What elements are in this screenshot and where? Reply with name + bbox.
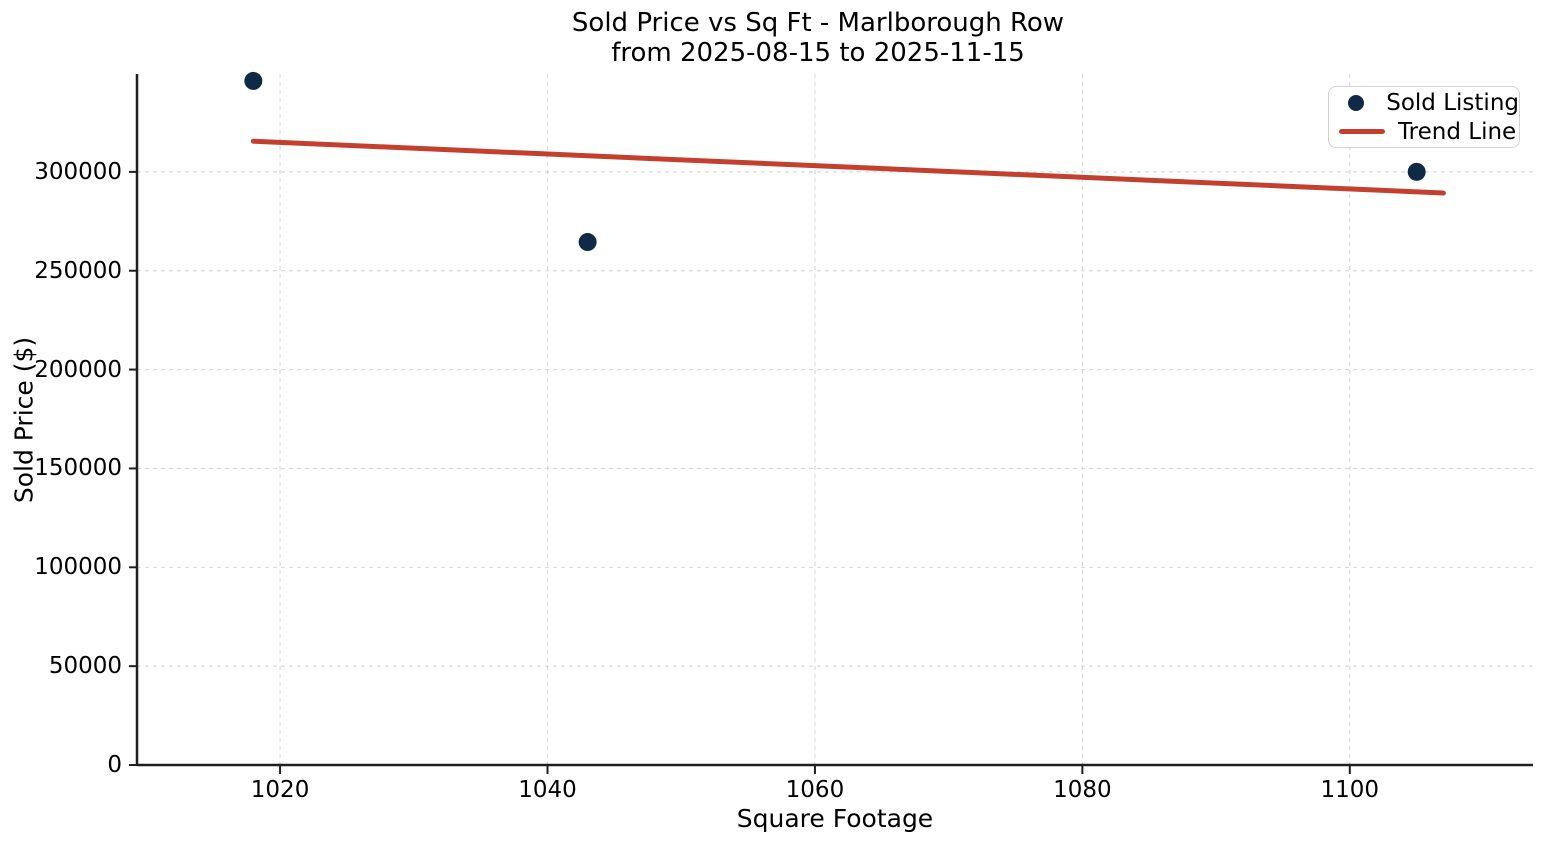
legend-swatch-area <box>1339 94 1373 111</box>
legend-label-trend-line: Trend Line <box>1398 118 1517 145</box>
x-tick-label: 1040 <box>518 777 577 803</box>
y-tick-label: 50000 <box>48 653 122 680</box>
y-tick-label: 150000 <box>34 455 122 482</box>
legend-item-trend-line: Trend Line <box>1339 118 1519 145</box>
y-tick-label: 250000 <box>34 257 122 284</box>
legend-swatch-area <box>1339 129 1385 134</box>
plot-area <box>129 71 1533 774</box>
x-axis-label: Square Footage <box>736 804 934 833</box>
legend-label-sold-listing: Sold Listing <box>1386 89 1519 116</box>
y-tick-label: 200000 <box>34 356 122 383</box>
y-tick-label: 100000 <box>34 554 122 581</box>
chart-title-line1: Sold Price vs Sq Ft - Marlborough Row <box>571 8 1065 38</box>
y-tick-label: 300000 <box>34 158 122 185</box>
dot-marker-icon <box>1348 94 1365 111</box>
y-tick-label: 0 <box>107 752 122 778</box>
scatter-plot-canvas <box>129 71 1533 774</box>
x-tick-label: 1060 <box>785 777 845 803</box>
legend-item-sold-listing: Sold Listing <box>1339 89 1519 116</box>
chart-title-line2: from 2025-08-15 to 2025-11-15 <box>611 38 1025 68</box>
x-tick-label: 1080 <box>1053 777 1112 803</box>
x-tick-label: 1100 <box>1320 777 1380 803</box>
trend-line <box>250 138 1446 196</box>
line-swatch-icon <box>1339 129 1385 134</box>
scatter-point <box>578 233 597 252</box>
scatter-point <box>244 71 263 90</box>
legend: Sold Listing Trend Line <box>1328 86 1520 148</box>
chart-title: Sold Price vs Sq Ft - Marlborough Row fr… <box>122 8 1514 68</box>
x-tick-label: 1020 <box>250 777 310 803</box>
scatter-point <box>1407 162 1426 181</box>
